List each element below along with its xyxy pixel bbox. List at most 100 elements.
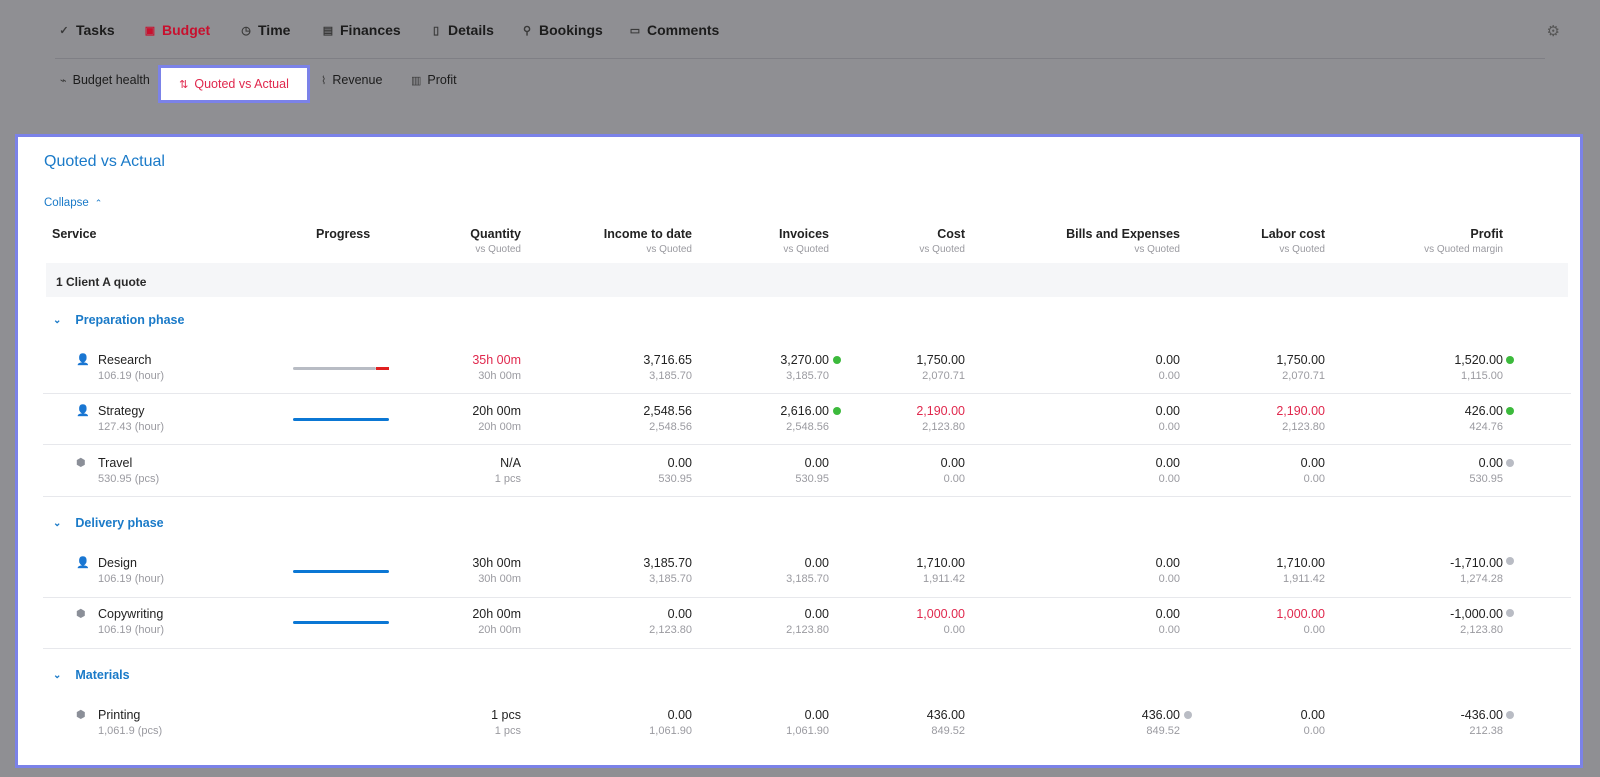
phase-preparation[interactable]: ⌄ Preparation phase	[53, 313, 184, 327]
col-header-labor: Labor cost	[1261, 227, 1325, 241]
tab-time[interactable]: ◷ Time	[240, 22, 290, 38]
status-dot	[833, 407, 841, 415]
clock-icon: ◷	[241, 24, 251, 37]
service-name: Printing	[98, 708, 141, 722]
chevron-up-icon: ⌃	[94, 197, 103, 208]
progress-bar	[293, 418, 389, 421]
box-icon: ⬢	[76, 457, 86, 469]
service-name: Travel	[98, 456, 133, 470]
income-quoted: 2,123.80	[649, 624, 692, 636]
profit-quoted: 424.76	[1469, 421, 1503, 433]
quote-group-row[interactable]	[46, 263, 1568, 297]
check-icon: ✓	[59, 24, 69, 37]
subtab-quoted-vs-actual[interactable]: ⇅ Quoted vs Actual	[158, 65, 310, 103]
col-header-bills: Bills and Expenses	[1066, 227, 1180, 241]
col-subheader-profit: vs Quoted margin	[1424, 244, 1503, 255]
subtab-revenue[interactable]: ⌇ Revenue	[321, 73, 382, 87]
phase-materials[interactable]: ⌄ Materials	[53, 668, 130, 682]
person-icon: ⚲	[522, 24, 532, 37]
revenue-icon: ⌇	[321, 74, 327, 87]
status-dot	[1506, 609, 1514, 617]
invoices-quoted: 1,061.90	[786, 725, 829, 737]
cost-quoted: 2,070.71	[922, 370, 965, 382]
invoices-value: 0.00	[804, 456, 829, 470]
col-subheader-labor: vs Quoted	[1279, 244, 1325, 255]
status-dot	[833, 356, 841, 364]
income-value: 3,185.70	[643, 556, 692, 570]
labor-value: 2,190.00	[1276, 404, 1325, 418]
quantity-value: 30h 00m	[472, 556, 521, 570]
profit-value: 426.00	[1464, 404, 1503, 418]
service-unit: 530.95 (pcs)	[98, 473, 160, 485]
phase-label: Preparation phase	[75, 313, 185, 327]
income-quoted: 530.95	[658, 473, 692, 485]
income-quoted: 3,185.70	[649, 573, 692, 585]
quantity-quoted: 20h 00m	[478, 624, 521, 636]
status-dot	[1506, 711, 1514, 719]
service-unit: 106.19 (hour)	[98, 370, 165, 382]
tab-details[interactable]: ▯ Details	[430, 22, 494, 38]
tab-label: Finances	[340, 22, 401, 38]
subtab-label: Profit	[427, 73, 457, 87]
quantity-quoted: 30h 00m	[478, 370, 521, 382]
subtab-budget-health[interactable]: ⌁ Budget health	[60, 73, 150, 87]
tab-tasks[interactable]: ✓ Tasks	[58, 22, 114, 38]
col-subheader-invoices: vs Quoted	[783, 244, 829, 255]
profit-value: -1,710.00	[1450, 556, 1503, 570]
bills-value: 0.00	[1155, 404, 1180, 418]
invoices-value: 0.00	[804, 556, 829, 570]
quantity-quoted: 20h 00m	[478, 421, 521, 433]
chevron-down-icon: ⌄	[53, 669, 62, 681]
tab-finances[interactable]: ▤ Finances	[322, 22, 401, 38]
piggy-bank-icon: ▣	[144, 24, 156, 37]
profit-quoted: 530.95	[1469, 473, 1503, 485]
labor-quoted: 0.00	[1303, 473, 1325, 485]
invoices-value: 2,616.00	[780, 404, 829, 418]
bills-quoted: 849.52	[1146, 725, 1180, 737]
gear-icon[interactable]: ⚙	[1546, 23, 1560, 40]
col-header-invoices: Invoices	[778, 227, 829, 241]
profit-value: 1,520.00	[1454, 353, 1503, 367]
document-icon: ▯	[432, 24, 440, 37]
row-divider	[43, 496, 1571, 497]
panel-title: Quoted vs Actual	[44, 153, 165, 170]
subtab-profit[interactable]: ▥ Profit	[411, 73, 457, 87]
col-subheader-bills: vs Quoted	[1134, 244, 1180, 255]
cost-value: 0.00	[940, 456, 965, 470]
tab-budget[interactable]: ▣ Budget	[144, 22, 210, 38]
top-nav: ✓ Tasks ▣ Budget ◷ Time ▤ Finances ▯ Details …	[0, 0, 1600, 60]
labor-quoted: 0.00	[1303, 624, 1325, 636]
pulse-icon: ⌁	[60, 74, 67, 87]
tab-bookings[interactable]: ⚲ Bookings	[521, 22, 603, 38]
service-unit: 127.43 (hour)	[98, 421, 165, 433]
profit-value: -436.00	[1460, 708, 1503, 722]
tab-comments[interactable]: ▭ Comments	[629, 22, 720, 38]
row-divider	[43, 393, 1571, 394]
chevron-down-icon: ⌄	[53, 517, 62, 529]
bills-value: 0.00	[1155, 556, 1180, 570]
income-quoted: 2,548.56	[649, 421, 692, 433]
box-icon: ⬢	[76, 709, 86, 721]
income-value: 0.00	[667, 708, 692, 722]
quantity-value: N/A	[500, 456, 521, 470]
col-header-profit: Profit	[1470, 227, 1503, 241]
invoices-value: 0.00	[804, 607, 829, 621]
cost-value: 436.00	[926, 708, 965, 722]
bills-quoted: 0.00	[1158, 473, 1180, 485]
labor-quoted: 2,123.80	[1282, 421, 1325, 433]
subtab-label: Revenue	[332, 73, 383, 87]
bills-value: 0.00	[1155, 353, 1180, 367]
bills-value: 436.00	[1141, 708, 1180, 722]
tab-label: Time	[258, 22, 291, 38]
cost-quoted: 849.52	[931, 725, 965, 737]
phase-delivery[interactable]: ⌄ Delivery phase	[53, 516, 164, 530]
cost-value: 1,750.00	[916, 353, 965, 367]
collapse-button[interactable]: Collapse ⌃	[44, 197, 102, 209]
subtab-label: Quoted vs Actual	[194, 77, 289, 91]
invoices-quoted: 2,548.56	[786, 421, 829, 433]
income-quoted: 1,061.90	[649, 725, 692, 737]
profit-quoted: 1,274.28	[1460, 573, 1503, 585]
profit-icon: ▥	[411, 74, 422, 87]
col-header-progress: Progress	[316, 227, 371, 241]
labor-value: 1,750.00	[1276, 353, 1325, 367]
